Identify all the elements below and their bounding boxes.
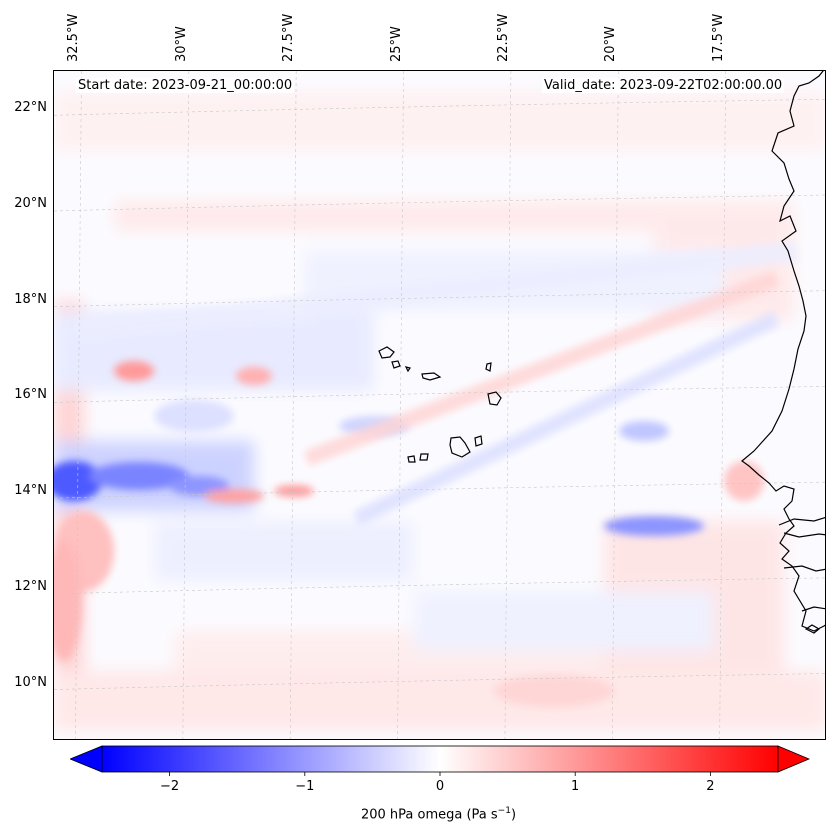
colorbar-label: 200 hPa omega (Pa s−1) [0,806,837,822]
graticule [54,71,825,739]
parallel-line [54,577,825,595]
meridian-line [397,71,404,739]
colorbar-label-prefix: 200 hPa omega (Pa s [360,807,498,823]
latitude-tick-label: 22°N [14,100,47,116]
coastline-west-africa [741,71,825,634]
latitude-tick-label: 14°N [14,483,47,499]
longitude-tick-label: 17.5°W [710,13,726,62]
meridian-line [289,71,297,739]
omega-field-map [54,71,825,739]
map-frame [53,70,826,740]
longitude-tick-label: 25°W [388,26,404,62]
colorbar-tick-label: 1 [571,779,580,794]
parallel-line [54,99,825,116]
latitude-tick-label: 12°N [14,578,47,594]
longitude-tick-label: 32.5°W [66,13,82,62]
colorbar-label-suffix: ) [510,807,517,823]
colorbar-tick-label: −1 [295,779,315,794]
colorbar-high-extension [777,745,810,773]
parallel-line [54,194,825,212]
colorbar-label-exponent: −1 [497,806,511,816]
colorbar-tick-label: 2 [706,779,715,794]
meridian-line [611,71,619,739]
start-date-label: Start date: 2023-09-21_00:00:00 [76,78,295,93]
latitude-tick-label: 20°N [14,196,47,211]
latitude-tick-label: 16°N [14,387,47,403]
colorbar-tick-label: 0 [435,779,445,794]
meridian-line [719,71,726,739]
colorbar-ticks [169,772,711,776]
latitude-tick-label: 10°N [14,674,47,690]
colorbar-body [101,745,779,773]
parallel-line [54,481,825,499]
parallel-line [54,673,825,690]
cape-verde-islands [378,346,502,463]
colorbar [70,745,810,776]
meridian-line [504,71,512,739]
longitude-tick-label: 22.5°W [495,13,511,62]
colorbar-tick-label: −2 [160,779,180,794]
parallel-line [54,386,825,403]
longitude-tick-label: 27.5°W [281,13,297,62]
longitude-tick-label: 30°W [173,26,189,62]
valid-date-label: Valid_date: 2023-09-22T02:00:00.00 [542,78,785,93]
meridian-line [182,71,190,739]
latitude-tick-label: 18°N [14,291,47,307]
parallel-line [54,290,825,308]
longitude-tick-label: 20°W [603,26,619,62]
colorbar-low-extension [70,745,103,773]
meridian-line [75,71,82,739]
